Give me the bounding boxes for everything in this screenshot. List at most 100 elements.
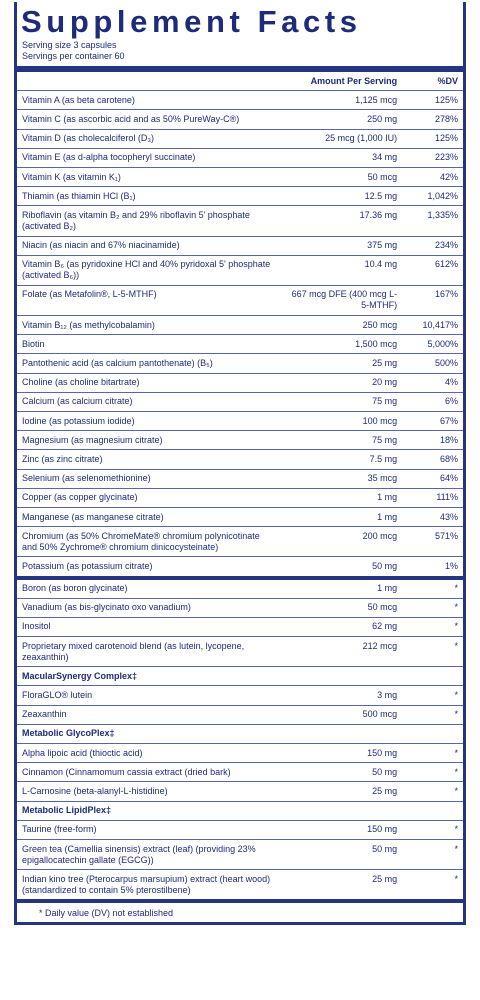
nutrient-dv: 125% [402,129,463,149]
nutrient-dv: 500% [402,353,463,374]
nutrient-row: Taurine (free-form) 150 mg * [17,820,463,840]
nutrient-dv: 10,417% [402,315,463,336]
nutrient-amount: 500 mcg [280,705,403,725]
nutrient-dv: * [402,685,463,706]
nutrient-row: Zeaxanthin 500 mcg * [17,705,463,725]
nutrient-amount: 50 mg [280,556,403,578]
serving-size: Serving size 3 capsules [22,40,117,50]
nutrient-name: Cinnamon (Cinnamomum cassia extract (dri… [17,762,281,783]
nutrient-amount: 34 mg [280,148,403,168]
nutrient-amount: 75 mg [280,392,403,413]
nutrient-amount: 50 mcg [280,167,403,188]
nutrient-dv: * [402,839,463,871]
nutrient-row: Folate (as Metafolin®, L-5-MTHF) 667 mcg … [17,285,463,317]
nutrient-dv: 571% [402,526,463,558]
nutrient-name: Calcium (as calcium citrate) [17,392,281,413]
nutrient-name: Indian kino tree (Pterocarpus marsupium)… [17,869,281,901]
nutrient-amount: 200 mcg [280,526,403,558]
nutrient-name: Vitamin C (as ascorbic acid and as 50% P… [17,109,281,130]
nutrient-amount: 25 mg [280,353,403,374]
nutrient-dv: 1,335% [402,205,463,237]
nutrient-row: Inositol 62 mg * [17,617,463,638]
supplement-facts-panel: Supplement Facts Serving size 3 capsules… [14,2,466,926]
nutrient-row: Vitamin B₁₂ (as methylcobalamin) 250 mcg 1… [17,315,463,336]
nutrient-dv: 1,042% [402,186,463,207]
nutrient-row: Pantothenic acid (as calcium pantothenat… [17,353,463,374]
section-row: MacularSynergy Complex‡ [17,666,463,687]
nutrient-name: Copper (as copper glycinate) [17,488,281,508]
nutrient-name: Potassium (as potassium citrate) [17,556,281,578]
header-row: Amount Per Serving %DV [17,66,463,92]
nutrient-amount: 375 mg [280,236,403,256]
section-heading: Metabolic GlycoPlex‡ [17,724,463,745]
nutrient-name: Selenium (as selenomethionine) [17,469,281,489]
nutrient-amount: 25 mg [280,781,403,802]
nutrient-row: Vitamin C (as ascorbic acid and as 50% P… [17,109,463,130]
nutrient-amount: 1 mg [280,575,403,599]
nutrient-row: Thiamin (as thiamin HCl (B₁) 12.5 mg 1,042… [17,186,463,207]
nutrient-dv: * [402,617,463,638]
nutrient-dv: 111% [402,488,463,508]
nutrient-amount: 50 mcg [280,598,403,618]
nutrient-name: Proprietary mixed carotenoid blend (as l… [17,636,281,668]
nutrient-dv: * [402,575,463,599]
nutrient-name: Iodine (as potassium iodide) [17,411,281,432]
nutrient-dv: 42% [402,167,463,188]
nutrient-amount: 10.4 mg [280,255,403,286]
nutrient-row: Indian kino tree (Pterocarpus marsupium)… [17,869,463,901]
nutrient-amount: 212 mcg [280,636,403,668]
nutrient-row: Proprietary mixed carotenoid blend (as l… [17,636,463,668]
nutrient-amount: 250 mg [280,109,403,130]
nutrient-name: Inositol [17,617,281,638]
nutrient-amount: 1 mg [280,507,403,528]
nutrient-row: Vitamin K (as vitamin K₁) 50 mcg 42% [17,167,463,188]
nutrient-name: Manganese (as manganese citrate) [17,507,281,528]
amount-header: Amount Per Serving [280,66,403,92]
nutrient-amount: 1,500 mcg [280,334,403,355]
nutrient-dv: * [402,762,463,783]
title: Supplement Facts [21,4,362,39]
nutrient-name: Chromium (as 50% ChromeMate® chromium po… [17,526,281,558]
nutrient-row: FloraGLO® lutein 3 mg * [17,685,463,706]
footnote: * Daily value (DV) not established [17,899,463,918]
nutrient-row: Magnesium (as magnesium citrate) 75 mg 18% [17,430,463,451]
nutrient-name: Folate (as Metafolin®, L-5-MTHF) [17,285,281,317]
nutrient-name: FloraGLO® lutein [17,685,281,706]
nutrient-name: Riboflavin (as vitamin B₂ and 29% ribofl… [17,205,281,237]
nutrient-dv: 67% [402,411,463,432]
nutrient-amount: 20 mg [280,373,403,393]
nutrient-dv: 1% [402,556,463,578]
nutrient-name: Vitamin D (as cholecalciferol (D₃) [17,129,281,149]
nutrient-name: Vitamin B₆ (as pyridoxine HCl and 40% py… [17,255,281,286]
nutrient-row: Copper (as copper glycinate) 1 mg 111% [17,488,463,508]
nutrient-dv: 18% [402,430,463,451]
nutrient-row: Vitamin B₆ (as pyridoxine HCl and 40% py… [17,255,463,286]
nutrient-amount: 250 mcg [280,315,403,336]
nutrient-row: Iodine (as potassium iodide) 100 mcg 67% [17,411,463,432]
nutrient-row: L-Carnosine (beta-alanyl-L-histidine) 25 … [17,781,463,802]
nutrient-amount: 35 mcg [280,469,403,489]
nutrient-dv: * [402,820,463,840]
dv-header: %DV [402,66,463,92]
nutrient-amount: 667 mcg DFE (400 mcg L-5-MTHF) [280,285,403,317]
nutrient-row: Manganese (as manganese citrate) 1 mg 43% [17,507,463,528]
nutrient-name: Zeaxanthin [17,705,281,725]
nutrient-dv: 278% [402,109,463,130]
nutrient-dv: 64% [402,469,463,489]
nutrient-name: Green tea (Camellia sinensis) extract (l… [17,839,281,871]
nutrient-name: Pantothenic acid (as calcium pantothenat… [17,353,281,374]
facts-body: Vitamin A (as beta carotene) 1,125 mcg 125… [17,90,463,901]
nutrient-dv: * [402,743,463,764]
nutrient-name: Vitamin A (as beta carotene) [17,90,281,111]
nutrient-dv: 5,000% [402,334,463,355]
nutrient-dv: * [402,781,463,802]
nutrient-row: Vanadium (as bis-glycinato oxo vanadium)… [17,598,463,618]
nutrient-name: Alpha lipoic acid (thioctic acid) [17,743,281,764]
nutrient-name: Boron (as boron glycinate) [17,575,281,599]
nutrient-name: Choline (as choline bitartrate) [17,373,281,393]
nutrient-row: Potassium (as potassium citrate) 50 mg 1% [17,556,463,578]
nutrient-amount: 12.5 mg [280,186,403,207]
nutrient-dv: * [402,598,463,618]
nutrient-dv: 43% [402,507,463,528]
nutrient-row: Calcium (as calcium citrate) 75 mg 6% [17,392,463,413]
